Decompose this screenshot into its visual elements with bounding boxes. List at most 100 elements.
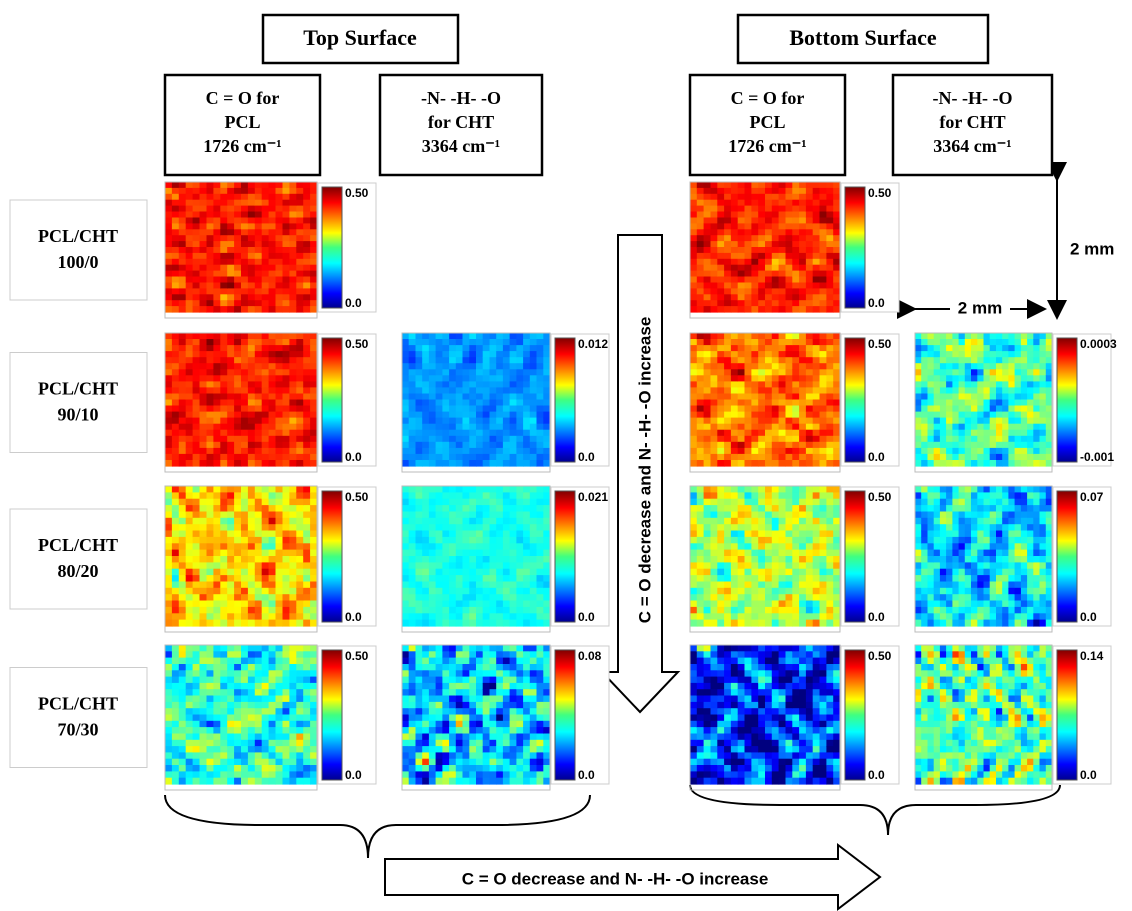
heatmap-cell [234, 399, 242, 407]
heatmap-cell [717, 594, 725, 602]
heatmap-cell [819, 182, 827, 189]
heatmap-cell [165, 733, 173, 741]
heatmap-cell [402, 524, 410, 532]
heatmap-cell [977, 568, 985, 576]
heatmap-cell [964, 435, 972, 443]
heatmap-cell [799, 187, 807, 195]
heatmap-cell [696, 241, 705, 248]
heatmap-cell [785, 447, 793, 455]
heatmap-cell [268, 568, 277, 576]
heatmap-cell [1020, 511, 1028, 519]
heatmap-cell [710, 217, 718, 224]
heatmap-cell [826, 587, 834, 595]
heatmap-cell [171, 543, 180, 551]
heatmap-cell [289, 543, 297, 551]
heatmap-cell [989, 575, 997, 583]
heatmap-cell [289, 417, 297, 425]
heatmap-cell [268, 270, 277, 278]
heatmap-cell [227, 587, 235, 595]
heatmap-cell [165, 282, 173, 289]
heatmap-cell [185, 270, 194, 278]
heatmap-cell [1033, 517, 1041, 525]
heatmap-cell [428, 486, 437, 493]
heatmap-cell [939, 549, 947, 557]
heatmap-cell [268, 556, 277, 563]
heatmap-cell [275, 429, 283, 437]
heatmap-cell [476, 600, 484, 608]
heatmap-cell [435, 441, 443, 449]
heatmap-cell [799, 381, 807, 388]
heatmap-cell [402, 613, 410, 621]
heatmap-cell [261, 530, 270, 538]
heatmap-cell [971, 399, 978, 407]
heatmap-cell [792, 369, 800, 376]
heatmap-cell [482, 562, 490, 570]
heatmap-cell [206, 205, 214, 213]
heatmap-cell [455, 524, 464, 532]
heatmap-cell [1008, 549, 1016, 557]
heatmap-cell [812, 264, 821, 272]
heatmap-cell [758, 264, 766, 272]
heatmap-cell [213, 351, 221, 358]
heatmap-cell [1008, 511, 1016, 519]
heatmap-cell [758, 351, 766, 358]
heatmap-cell [710, 182, 718, 189]
heatmap-cell [724, 549, 732, 557]
heatmap-cell [939, 587, 947, 595]
heatmap-cell [933, 339, 941, 346]
heatmap-cell [730, 524, 739, 532]
heatmap-cell [717, 276, 725, 283]
heatmap-cell [946, 381, 953, 388]
heatmap-cell [192, 306, 201, 313]
heatmap-cell [765, 556, 773, 563]
heatmap-cell [220, 429, 228, 437]
heatmap-cell [282, 381, 290, 388]
heatmap-cell [275, 411, 283, 419]
heatmap-cell [933, 453, 941, 461]
heatmap-cell [915, 393, 922, 401]
heatmap-cell [724, 423, 732, 431]
heatmap-cell [469, 460, 477, 467]
heatmap-cell [744, 357, 752, 364]
heatmap-cell [165, 229, 173, 236]
heatmap-cell [213, 600, 221, 608]
heatmap-cell [690, 294, 698, 301]
heatmap-cell [261, 613, 270, 621]
heatmap-cell [964, 498, 972, 506]
heatmap-cell [724, 300, 732, 307]
heatmap-cell [213, 517, 221, 525]
heatmap-cell [178, 294, 187, 301]
heatmap-cell [241, 241, 249, 248]
heatmap-cell [1002, 492, 1009, 500]
heatmap-cell [455, 411, 464, 419]
heatmap-cell [442, 549, 450, 557]
heatmap-cell [261, 306, 270, 313]
heatmap-cell [1008, 417, 1016, 425]
heatmap-cell [964, 511, 972, 519]
heatmap-cell [178, 670, 187, 678]
heatmap-cell [927, 524, 935, 532]
heatmap-cell [442, 486, 450, 493]
heatmap-cell [833, 333, 841, 340]
heatmap-cell [206, 252, 214, 260]
heatmap-cell [737, 543, 746, 551]
heatmap-cell [234, 435, 242, 443]
heatmap-cell [758, 505, 766, 513]
heatmap-cell [171, 498, 180, 506]
heatmap-cell [758, 187, 766, 195]
heatmap-cell [792, 217, 800, 224]
heatmap-cell [241, 536, 249, 544]
heatmap-cell [415, 393, 423, 401]
heatmap-cell [812, 498, 821, 506]
heatmap-cell [435, 357, 443, 364]
heatmap-cell [543, 517, 551, 525]
heatmap-cell [751, 460, 759, 467]
heatmap-cell [805, 381, 814, 388]
heatmap-cell [502, 345, 511, 352]
heatmap-cell [724, 351, 732, 358]
heatmap-cell [1014, 486, 1022, 493]
heatmap-cell [696, 211, 705, 218]
heatmap-cell [241, 447, 249, 455]
heatmap-cell [812, 613, 821, 621]
